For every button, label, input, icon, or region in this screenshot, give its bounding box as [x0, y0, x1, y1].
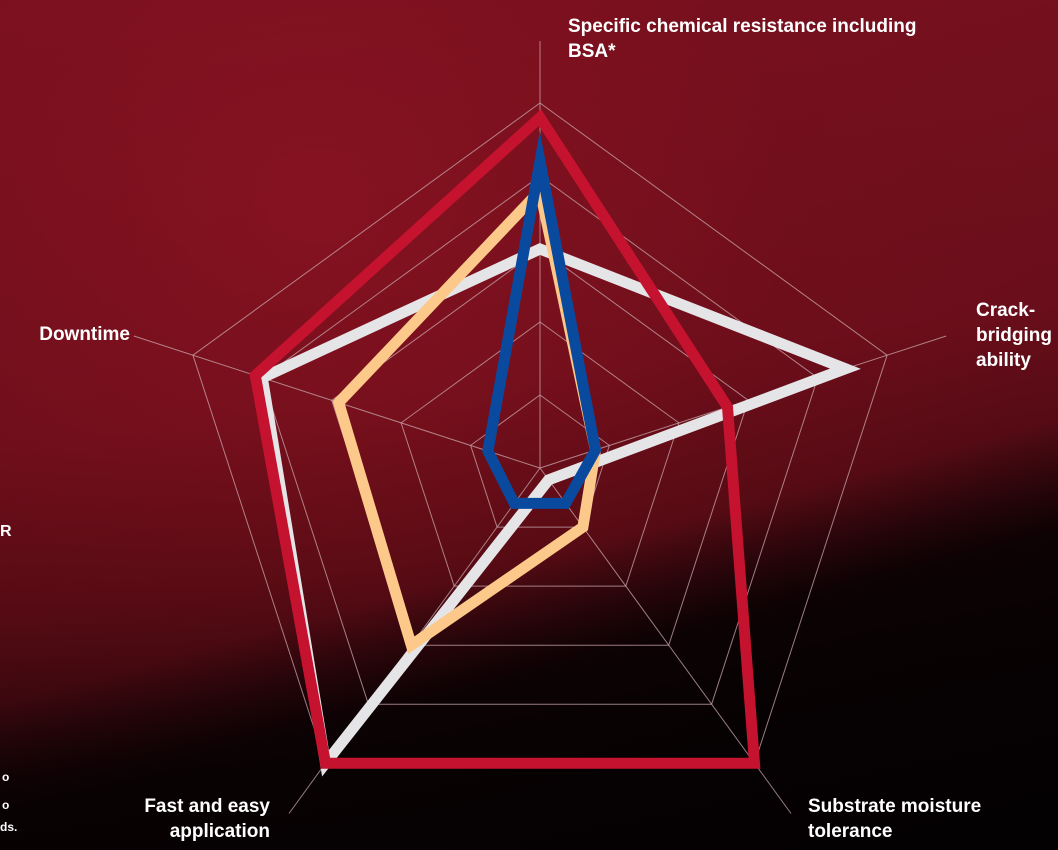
axis-label-fast-easy-application: Fast and easy application — [144, 796, 270, 842]
grid-ring — [400, 321, 680, 587]
axis-label-crack-bridging: Crack- bridging ability — [976, 300, 1052, 371]
radar-series-line — [482, 131, 602, 509]
radar-series-2 — [249, 109, 761, 769]
clipped-text-line: R — [0, 523, 12, 540]
radar-series-3 — [482, 131, 602, 509]
radar-series-line — [249, 109, 761, 769]
axis-label-downtime: Downtime — [39, 324, 130, 345]
radar-series-group — [249, 109, 861, 777]
axis-label-chemical-resistance: Specific chemical resistance including B… — [568, 16, 917, 62]
axis-label-substrate-moisture: Substrate moisture tolerance — [808, 796, 982, 842]
clipped-text-line: o — [2, 798, 10, 812]
clipped-text-line: ds. — [0, 820, 18, 834]
clipped-text-line: o — [2, 770, 10, 784]
